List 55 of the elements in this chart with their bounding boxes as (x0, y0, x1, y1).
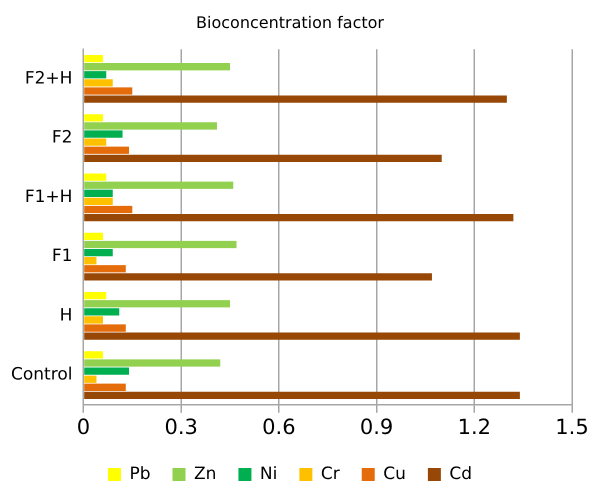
bar (84, 63, 230, 70)
bar (84, 384, 126, 391)
bar (84, 257, 96, 264)
bar (84, 359, 220, 367)
bar (84, 240, 237, 248)
legend-label: Ni (260, 464, 278, 484)
bar (84, 324, 126, 332)
y-tick-label: F1 (52, 246, 72, 266)
bar (84, 95, 507, 103)
bar (84, 300, 230, 308)
legend-label: Zn (194, 464, 216, 484)
y-tick-label: H (60, 305, 72, 326)
x-tick-label: 0.9 (360, 414, 394, 439)
legend-label: Cu (383, 464, 406, 484)
chart-title: Bioconcentration factor (196, 12, 384, 32)
bar (84, 198, 113, 206)
bar (84, 351, 103, 359)
bar (84, 392, 520, 400)
bar (84, 114, 103, 122)
bar (84, 173, 106, 181)
bar (84, 71, 106, 78)
bar (84, 154, 442, 162)
x-tick-label: 0 (76, 414, 90, 439)
x-tick-label: 1.2 (458, 414, 491, 439)
bar (84, 79, 113, 87)
bar (84, 206, 132, 214)
x-tick-label: 1.5 (555, 414, 589, 439)
bar (84, 182, 234, 189)
y-tick-label: Control (11, 364, 72, 385)
bar (84, 138, 106, 146)
bar (84, 308, 120, 316)
bar (84, 54, 103, 62)
bar (84, 146, 130, 154)
bar (84, 248, 113, 256)
legend-label: Cd (449, 464, 472, 484)
bar (84, 265, 126, 272)
bar (84, 214, 514, 222)
bar (84, 367, 130, 375)
x-tick-label: 0.6 (262, 414, 296, 439)
bar (84, 87, 132, 95)
bar (84, 316, 103, 324)
y-tick-label: F2 (52, 128, 72, 148)
bar (84, 332, 520, 340)
bar (84, 190, 113, 197)
bar (84, 273, 432, 281)
y-tick-label: F2+H (24, 68, 72, 88)
bar (84, 292, 106, 300)
bar (84, 232, 103, 240)
bar (84, 130, 123, 138)
bar (84, 122, 217, 130)
y-tick-label: F1+H (24, 186, 72, 207)
legend-label: Pb (129, 464, 151, 484)
legend-label: Cr (320, 464, 340, 484)
bar (84, 376, 96, 383)
x-tick-label: 0.3 (164, 414, 198, 439)
